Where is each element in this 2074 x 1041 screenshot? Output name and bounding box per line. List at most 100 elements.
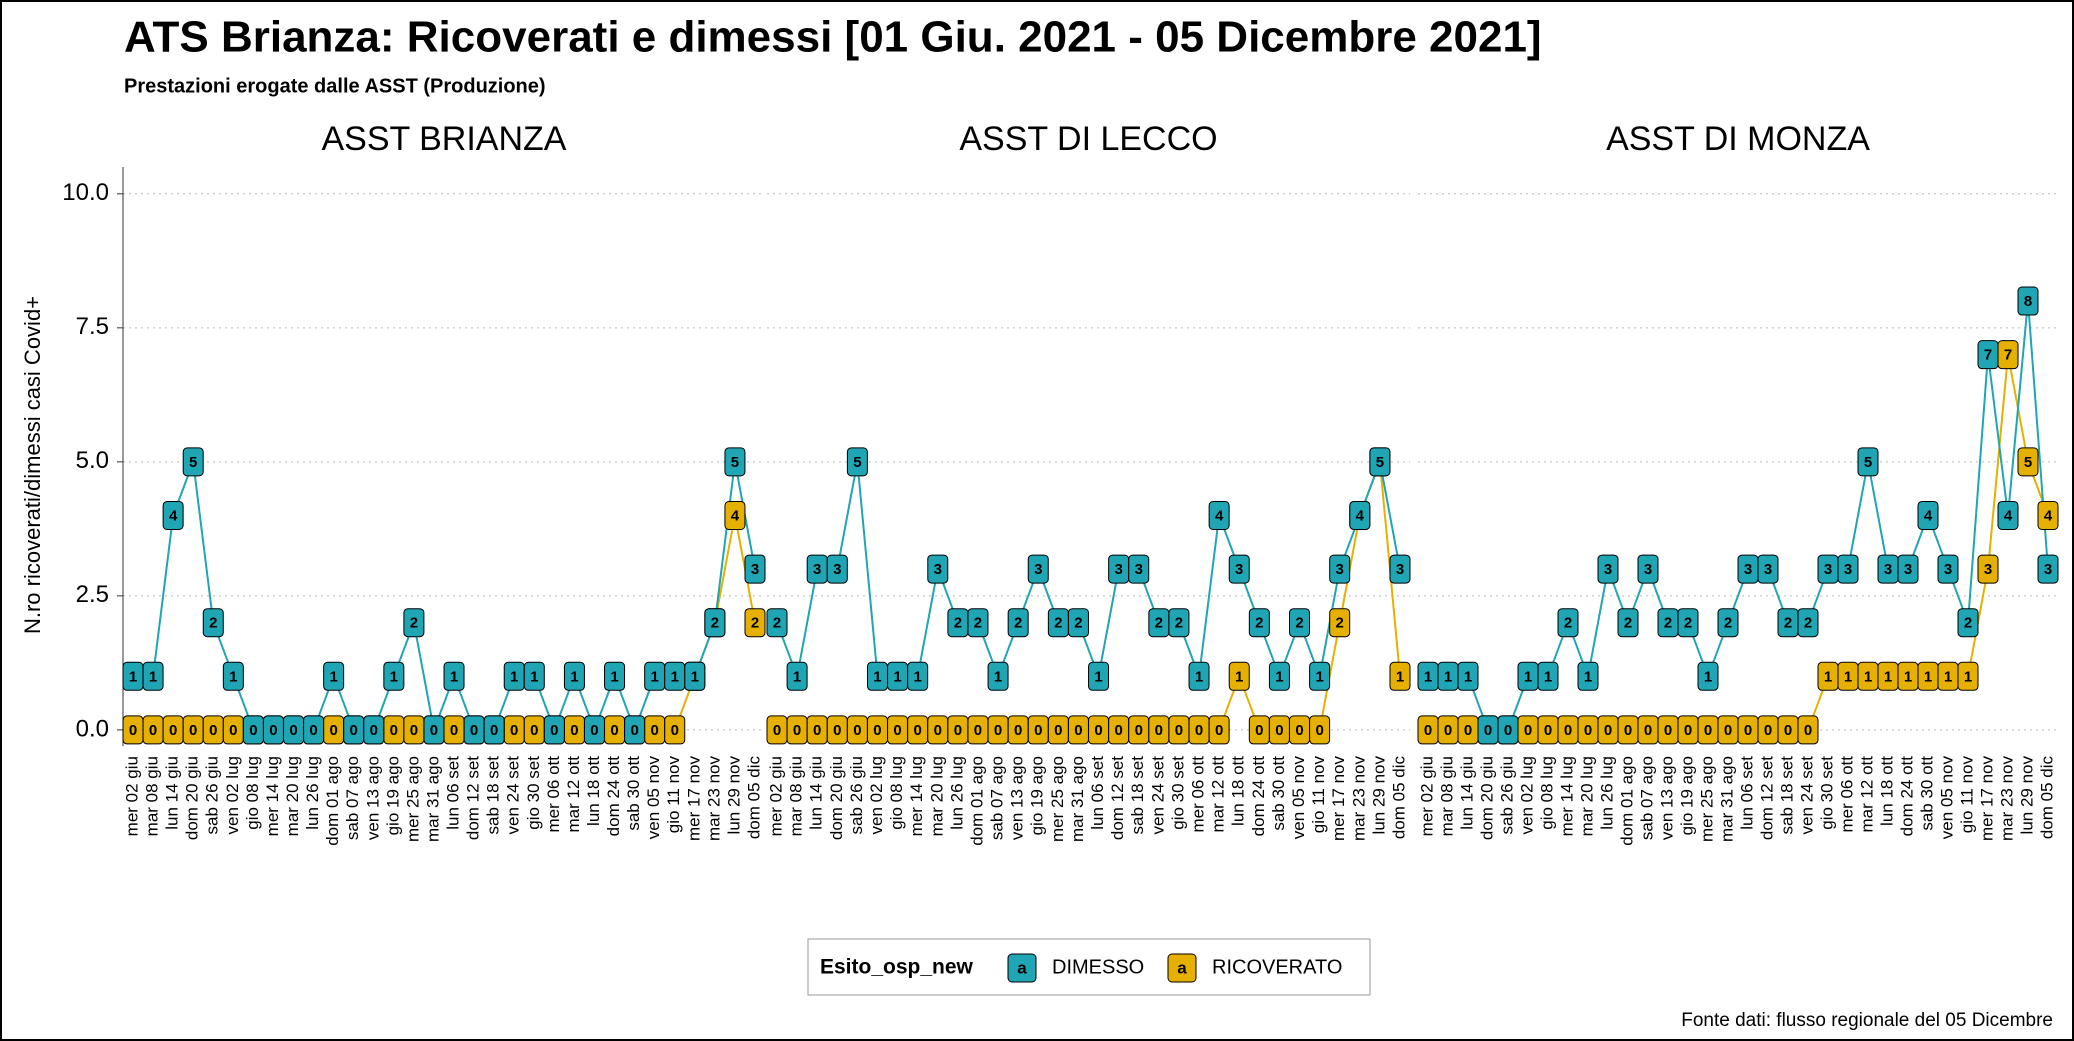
- x-tick-label: mar 31 ago: [423, 756, 442, 842]
- data-label-box: [987, 661, 1009, 691]
- data-label: 2: [1175, 615, 1183, 632]
- data-label: 4: [1356, 507, 1365, 524]
- data-label-box: [1168, 608, 1190, 638]
- data-label: 0: [1684, 722, 1692, 739]
- x-tick-label: ven 02 lug: [867, 756, 886, 834]
- data-label: 0: [651, 722, 659, 739]
- data-label-box: [1188, 661, 1210, 691]
- data-label-box: [1228, 554, 1250, 584]
- data-label-box: [1248, 608, 1270, 638]
- data-label-box: [927, 554, 949, 584]
- data-label-box: [1717, 608, 1739, 638]
- x-tick-label: lun 29 nov: [724, 756, 743, 835]
- data-label: 1: [1964, 668, 1972, 685]
- source-note: Fonte dati: flusso regionale del 05 Dice…: [1681, 1010, 2053, 1031]
- data-label: 3: [934, 561, 942, 578]
- data-label-box: [523, 661, 545, 691]
- data-label-box: [704, 608, 726, 638]
- data-label: 0: [630, 722, 638, 739]
- data-label-box: [1957, 608, 1979, 638]
- data-label: 0: [510, 722, 518, 739]
- legend-key: [1007, 953, 1037, 983]
- x-tick-label: mer 25 ago: [1697, 756, 1716, 842]
- data-label: 2: [751, 615, 759, 632]
- panel-title: ASST DI LECCO: [959, 120, 1217, 158]
- data-label: 1: [1444, 668, 1452, 685]
- data-label: 5: [189, 454, 197, 471]
- x-tick-label: sab 18 set: [1777, 756, 1796, 835]
- data-label: 0: [934, 722, 942, 739]
- data-label-box: [846, 447, 868, 477]
- x-tick-label: lun 14 giu: [163, 756, 182, 830]
- data-label: 0: [530, 722, 538, 739]
- x-tick-label: lun 26 lug: [947, 756, 966, 830]
- data-label: 0: [1094, 722, 1102, 739]
- data-label: 1: [1844, 668, 1852, 685]
- x-tick-label: lun 06 set: [444, 756, 463, 830]
- data-label: 1: [530, 668, 538, 685]
- data-label: 1: [1904, 668, 1912, 685]
- x-tick-label: mer 25 ago: [1048, 756, 1067, 842]
- data-label: 1: [1315, 668, 1323, 685]
- data-label-box: [1957, 661, 1979, 691]
- data-label: 4: [2004, 507, 2013, 524]
- data-label: 0: [1584, 722, 1592, 739]
- x-tick-label: mar 23 nov: [704, 756, 723, 842]
- data-label: 3: [1396, 561, 1404, 578]
- data-label-box: [383, 661, 405, 691]
- data-label: 4: [169, 507, 178, 524]
- data-label: 1: [1584, 668, 1592, 685]
- data-label: 0: [1504, 722, 1512, 739]
- data-label-box: [2017, 286, 2039, 316]
- data-label: 0: [1195, 722, 1203, 739]
- data-label: 1: [994, 668, 1002, 685]
- data-label: 0: [873, 722, 881, 739]
- data-label: 2: [1664, 615, 1672, 632]
- legend-label: RICOVERATO: [1212, 956, 1342, 978]
- legend-box: [807, 938, 1371, 996]
- data-label: 0: [1644, 722, 1652, 739]
- data-label: 1: [873, 668, 881, 685]
- data-label-box: [1757, 554, 1779, 584]
- data-label-box: [1268, 661, 1290, 691]
- x-tick-label: dom 12 set: [1108, 756, 1127, 840]
- x-tick-label: lun 29 nov: [1369, 756, 1388, 835]
- data-label: 0: [1604, 722, 1612, 739]
- data-label: 0: [350, 722, 358, 739]
- data-label: 2: [1054, 615, 1062, 632]
- x-tick-label: gio 11 nov: [1957, 756, 1976, 834]
- data-label: 0: [1034, 722, 1042, 739]
- x-tick-label: lun 26 lug: [1597, 756, 1616, 830]
- data-label: 0: [1524, 722, 1532, 739]
- x-tick-label: gio 19 ago: [1028, 756, 1047, 835]
- x-tick-label: gio 19 ago: [383, 756, 402, 835]
- data-label: 0: [1764, 722, 1772, 739]
- data-label: 3: [751, 561, 759, 578]
- data-label: 3: [1764, 561, 1772, 578]
- data-label-box: [403, 608, 425, 638]
- x-tick-label: dom 24 ott: [604, 756, 623, 837]
- data-label: 0: [853, 722, 861, 739]
- data-label-box: [202, 608, 224, 638]
- data-label: 4: [1924, 507, 1933, 524]
- x-tick-label: sab 30 ott: [1917, 756, 1936, 831]
- data-label-box: [2037, 554, 2059, 584]
- data-label: 1: [510, 668, 518, 685]
- x-tick-label: dom 24 ott: [1249, 756, 1268, 837]
- data-label: 2: [1804, 615, 1812, 632]
- data-label: 0: [329, 722, 337, 739]
- x-tick-label: sab 18 set: [1128, 756, 1147, 835]
- x-tick-label: gio 30 set: [1817, 756, 1836, 830]
- data-label: 2: [711, 615, 719, 632]
- data-label: 0: [893, 722, 901, 739]
- data-label-box: [1797, 608, 1819, 638]
- legend-key: [1167, 953, 1197, 983]
- x-tick-label: dom 01 ago: [967, 756, 986, 846]
- x-tick-label: dom 20 giu: [1477, 756, 1496, 840]
- data-label-box: [1228, 661, 1250, 691]
- data-label: 0: [590, 722, 598, 739]
- data-label-box: [303, 715, 325, 745]
- x-tick-label: sab 26 giu: [847, 756, 866, 834]
- data-label-box: [786, 661, 808, 691]
